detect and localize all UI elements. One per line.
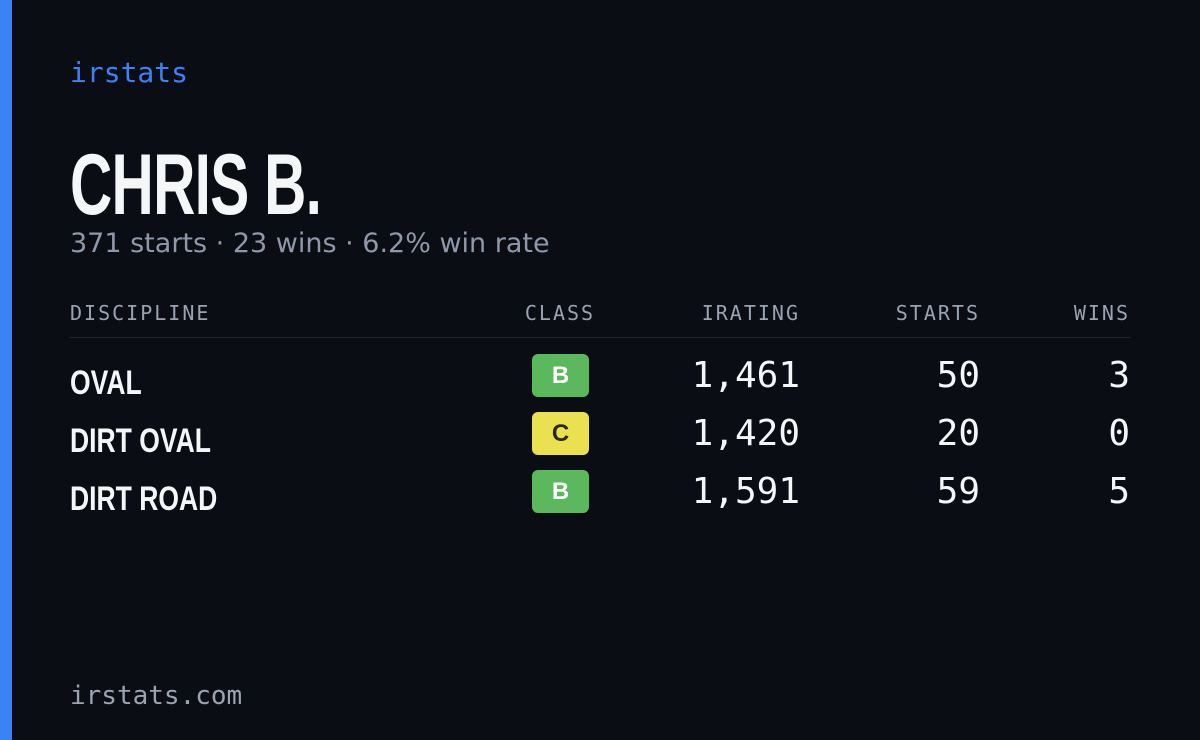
column-header: DISCIPLINE [70, 301, 211, 325]
irating: 1,461 [691, 355, 800, 396]
footer: irstats.com [70, 681, 243, 711]
irating: 1,591 [691, 471, 800, 512]
starts: 20 [936, 413, 980, 454]
brand: irstats [70, 56, 189, 89]
summary: 371 starts · 23 wins · 6.2% win rate [70, 228, 550, 259]
class-badge: B [532, 354, 589, 397]
accent-bar [0, 0, 12, 740]
starts: 50 [936, 355, 980, 396]
column-header: IRATING [701, 301, 800, 325]
starts: 59 [936, 471, 980, 512]
column-header: WINS [1073, 301, 1130, 325]
wins: 0 [1108, 413, 1130, 454]
column-header: STARTS [895, 301, 980, 325]
discipline: DIRT ROAD [70, 480, 218, 518]
discipline: OVAL [70, 364, 142, 402]
driver-name: CHRIS B. [70, 137, 322, 233]
class-badge: C [532, 412, 589, 455]
discipline: DIRT OVAL [70, 422, 211, 460]
class-badge: B [532, 470, 589, 513]
irating: 1,420 [691, 413, 800, 454]
column-header: CLASS [524, 301, 596, 325]
wins: 5 [1108, 471, 1130, 512]
wins: 3 [1108, 355, 1130, 396]
header-rule [70, 337, 1130, 338]
